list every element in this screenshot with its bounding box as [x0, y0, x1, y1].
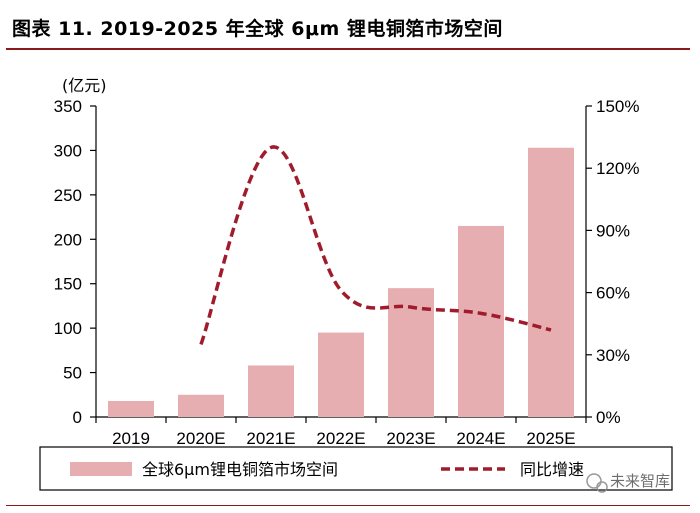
y-left-tick-label: 150 [54, 275, 82, 294]
y-left-tick-label: 250 [54, 186, 82, 205]
watermark: 未来智库 [586, 472, 670, 493]
legend-label-bar: 全球6μm锂电铜箔市场空间 [142, 460, 338, 479]
y-left-tick-label: 100 [54, 319, 82, 338]
legend: 全球6μm锂电铜箔市场空间 同比增速 [39, 446, 673, 491]
y-right-tick-label: 90% [596, 221, 630, 240]
tick-labels: 0 50 100 150 200 250 300 350 0% 30% 60% 90% 120% 150%… [54, 97, 640, 448]
x-tick-label: 2024E [456, 429, 505, 448]
watermark-icon [586, 473, 602, 489]
y-right-tick-label: 30% [596, 346, 630, 365]
watermark-text: 未来智库 [610, 472, 670, 490]
bar [528, 147, 574, 417]
y-left-tick-label: 0 [73, 408, 82, 427]
x-tick-label: 2022E [316, 429, 365, 448]
legend-label-line: 同比增速 [520, 460, 584, 479]
bar [108, 401, 154, 417]
bar [458, 225, 504, 417]
x-tick-label: 2019 [112, 429, 150, 448]
chart-title: 图表 11. 2019-2025 年全球 6μm 锂电铜箔市场空间 [12, 18, 503, 40]
bar [248, 365, 294, 417]
growth-line [199, 145, 552, 346]
y-left-tick-label: 50 [63, 364, 82, 383]
y-right-tick-label: 0% [596, 408, 621, 427]
y-left-tick-label: 300 [54, 141, 82, 160]
growth-line-series [199, 145, 552, 346]
y-right-tick-label: 60% [596, 284, 630, 303]
legend-frame [39, 446, 673, 491]
bottom-divider [6, 505, 690, 506]
x-tick-label: 2025E [526, 429, 575, 448]
legend-swatch-bar [70, 462, 132, 476]
bar-series [108, 147, 574, 417]
watermark-icon-secondary [596, 481, 608, 493]
x-tick-label: 2021E [246, 429, 295, 448]
y-left-tick-label: 200 [54, 230, 82, 249]
y-right-tick-label: 150% [596, 97, 639, 116]
y-left-tick-label: 350 [54, 97, 82, 116]
title-divider [6, 48, 690, 50]
x-tick-label: 2020E [176, 429, 225, 448]
y-left-unit-label: (亿元) [62, 76, 107, 95]
y-right-tick-label: 120% [596, 159, 639, 178]
x-tick-label: 2023E [386, 429, 435, 448]
bar [178, 394, 224, 417]
bar [318, 332, 364, 417]
